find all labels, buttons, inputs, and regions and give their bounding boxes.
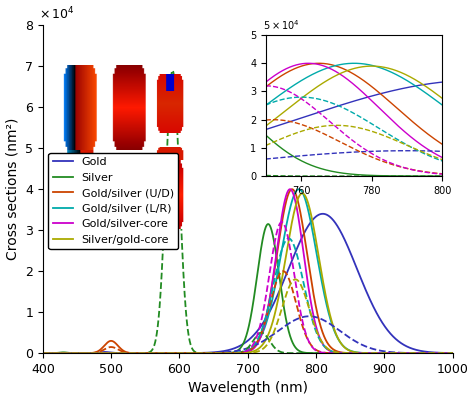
- Legend: Gold, Silver, Gold/silver (U/D), Gold/silver (L/R), Gold/silver-core, Silver/gol: Gold, Silver, Gold/silver (U/D), Gold/si…: [48, 152, 178, 249]
- Y-axis label: Cross sections (nm²): Cross sections (nm²): [6, 118, 19, 260]
- X-axis label: Wavelength (nm): Wavelength (nm): [188, 381, 308, 395]
- Text: $\times\,10^4$: $\times\,10^4$: [39, 5, 74, 22]
